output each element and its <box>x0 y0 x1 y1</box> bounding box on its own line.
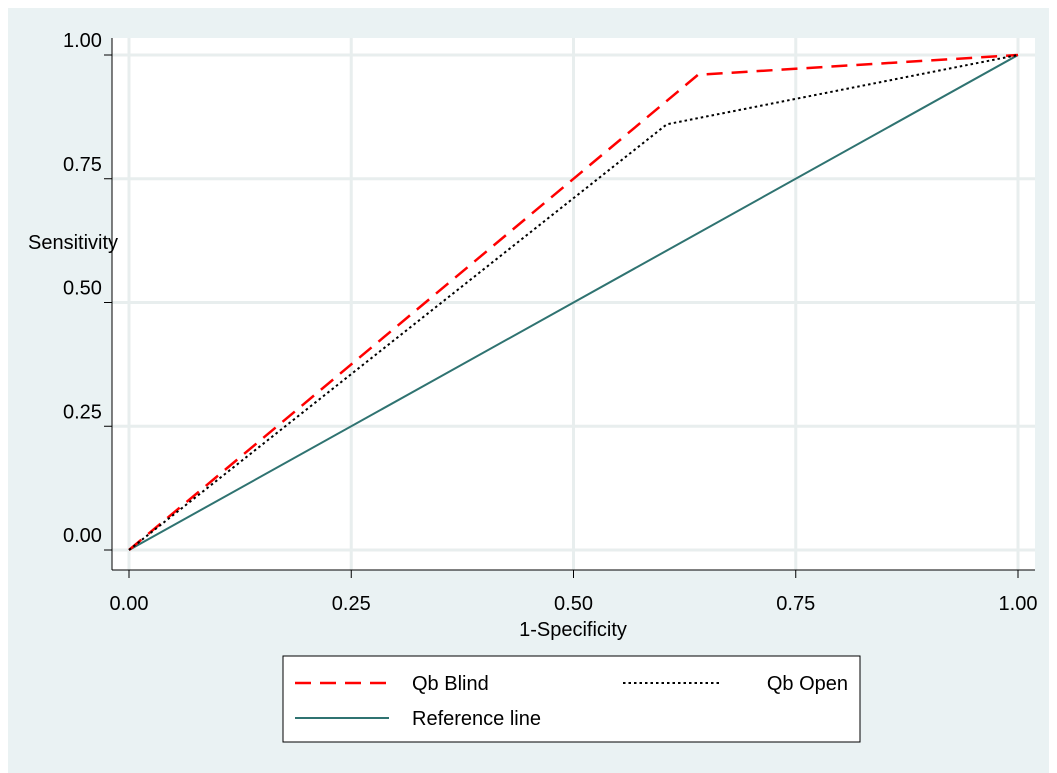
qb-open-line <box>128 54 1019 551</box>
y-axis-ticks: 0.00 0.25 0.50 0.75 1.00 <box>63 30 112 551</box>
y-tick-label: 0.75 <box>63 154 102 176</box>
legend: Qb Blind Qb Open Reference line <box>282 655 861 743</box>
legend-items: Qb Blind Qb Open Reference line <box>295 673 848 730</box>
x-axis-ticks: 0.00 0.25 0.50 0.75 1.00 <box>110 570 1038 615</box>
qb-blind-line <box>128 53 1019 551</box>
reference-line-line <box>128 54 1019 551</box>
legend-label-reference-line: Reference line <box>412 708 541 730</box>
x-axis-label: 1-Specificity <box>519 619 627 641</box>
series-lines <box>128 53 1019 551</box>
y-tick-label: 1.00 <box>63 30 102 52</box>
x-tick-label: 0.50 <box>554 593 593 615</box>
y-tick-label: 0.00 <box>63 525 102 547</box>
x-tick-label: 0.25 <box>332 593 371 615</box>
x-tick-label: 1.00 <box>999 593 1038 615</box>
y-tick-label: 0.25 <box>63 401 102 423</box>
legend-box <box>282 655 861 743</box>
x-tick-label: 0.75 <box>776 593 815 615</box>
y-tick-label: 0.50 <box>63 278 102 300</box>
x-tick-label: 0.00 <box>110 593 149 615</box>
y-axis-label: Sensitivity <box>28 232 118 254</box>
legend-label-qb-open: Qb Open <box>767 673 848 695</box>
legend-label-qb-blind: Qb Blind <box>412 673 489 695</box>
